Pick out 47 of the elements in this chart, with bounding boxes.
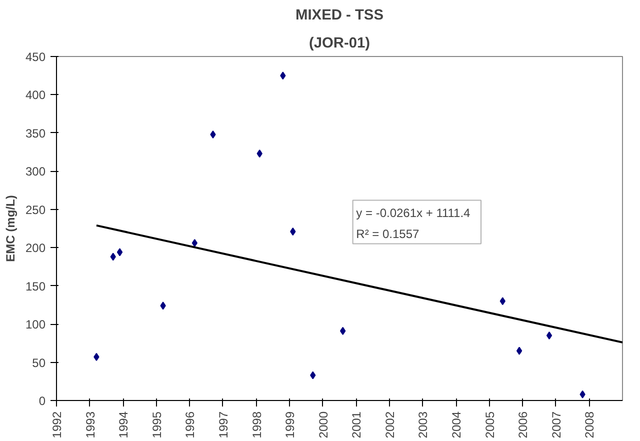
x-tick-label: 1993 xyxy=(83,411,98,438)
chart-title: MIXED - TSS xyxy=(296,8,384,24)
point xyxy=(160,302,166,310)
x-tick-label: 2002 xyxy=(382,411,397,438)
point xyxy=(516,346,522,355)
x-tick-label: 2001 xyxy=(350,411,364,438)
y-tick-label: 350 xyxy=(25,126,46,140)
point xyxy=(210,130,216,138)
x-tick-label: 2004 xyxy=(450,411,464,438)
y-tick-label: 400 xyxy=(25,88,46,102)
x-tick-label: 1997 xyxy=(216,411,230,438)
x-tick-label: 2000 xyxy=(316,411,330,438)
annotation: R² = 0.1557 xyxy=(356,226,420,241)
x-tick-label: 1998 xyxy=(250,411,264,438)
x-tick-label: 2006 xyxy=(516,411,530,438)
x-tick-label: 2005 xyxy=(482,411,497,438)
x-tick-label: 1999 xyxy=(283,411,298,438)
y-tick-label: 200 xyxy=(25,241,46,256)
point xyxy=(280,72,286,80)
y-axis-title: EMC (mg/L) xyxy=(3,195,18,262)
x-tick-label: 1996 xyxy=(183,411,198,438)
point xyxy=(94,352,100,361)
point xyxy=(500,297,506,306)
x-tick-label: 1994 xyxy=(116,411,131,438)
annotation: y = -0.0261x + 1111.4 xyxy=(356,206,471,220)
y-tick-label: 100 xyxy=(25,318,46,332)
y-tick-label: 150 xyxy=(25,279,46,294)
point xyxy=(110,252,116,261)
chart-subtitle: (JOR-01) xyxy=(308,36,370,52)
point xyxy=(546,332,552,340)
point xyxy=(340,326,346,335)
x-tick-label: 2003 xyxy=(416,411,430,438)
x-tick-label: 2008 xyxy=(582,411,597,438)
point xyxy=(310,371,316,380)
y-tick-label: 0 xyxy=(38,394,46,408)
x-tick-label: 1992 xyxy=(50,411,64,438)
y-tick-label: 450 xyxy=(25,50,46,64)
x-tick-label: 1995 xyxy=(150,411,164,438)
y-tick-label: 300 xyxy=(25,164,46,179)
point xyxy=(256,150,262,158)
point xyxy=(116,248,123,256)
point xyxy=(192,239,198,248)
y-tick-label: 250 xyxy=(25,202,46,217)
y-tick-label: 50 xyxy=(32,356,46,370)
x-tick-label: 2007 xyxy=(549,411,564,438)
point xyxy=(580,390,586,398)
point xyxy=(290,228,296,236)
